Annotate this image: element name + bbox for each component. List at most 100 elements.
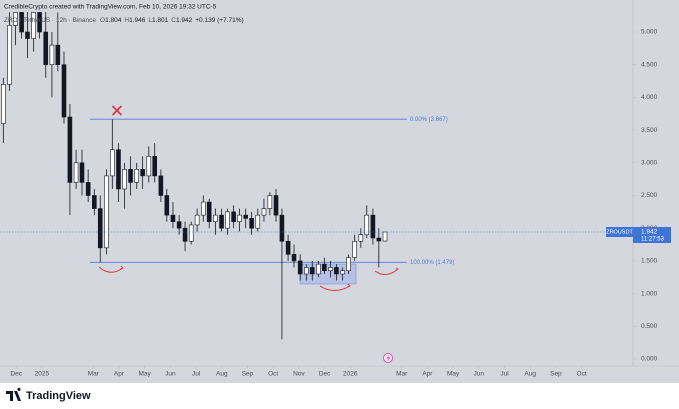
candle-body: [255, 214, 261, 229]
red-arrowhead: [395, 267, 399, 271]
header-title: CredibleCrypto created with TradingView.…: [4, 4, 217, 11]
candle-body: [92, 195, 97, 209]
candle-body: [164, 195, 170, 216]
ohlc-letter: H: [124, 17, 129, 24]
candle-body: [7, 25, 12, 85]
candle-body: [79, 162, 85, 183]
x-tick-label: Aug: [524, 371, 536, 378]
x-tick-label: Oct: [577, 371, 587, 378]
ohlc-value: 1.801: [152, 17, 169, 24]
candle-body: [37, 12, 42, 33]
candle-body: [382, 231, 388, 242]
candle-body: [352, 240, 357, 258]
candle-body: [231, 211, 236, 222]
candle-body: [322, 263, 327, 272]
candle-body: [328, 267, 333, 272]
candle-body: [116, 149, 121, 190]
y-tick-label: 4.500: [641, 61, 658, 68]
candle-body: [19, 12, 24, 33]
brand-logo: [6, 387, 21, 401]
candle-body: [188, 224, 194, 242]
countdown: 11:27:53: [641, 237, 665, 243]
x-tick-label: Sep: [242, 371, 254, 378]
candle-body: [140, 169, 145, 177]
y-tick-label: 0.000: [641, 356, 658, 363]
symbol-tag-box: [606, 226, 633, 237]
red-arc: [319, 285, 351, 291]
candle-body: [297, 260, 303, 275]
candle-body: [358, 234, 364, 242]
candle-body: [176, 221, 182, 229]
chart-background: [0, 0, 679, 383]
ohlc-value: 1.804: [105, 17, 122, 24]
candle-body: [340, 270, 345, 275]
x-tick-label: Oct: [268, 371, 278, 378]
candle-body: [206, 201, 212, 222]
red-arrowhead: [120, 265, 124, 270]
candle-body: [55, 44, 61, 66]
price-tag-box: [633, 226, 671, 243]
y-tick-label: 2.500: [641, 192, 658, 199]
y-tick-label: 1.000: [641, 290, 658, 297]
candle-body: [304, 267, 309, 275]
symbol-tag: ZROUSDT: [606, 229, 633, 235]
candle-body: [67, 116, 73, 183]
brand-name: TradingView: [26, 390, 91, 402]
candle-body: [134, 169, 140, 183]
candle-body: [237, 214, 242, 222]
price-tag: 1.942: [641, 229, 658, 236]
candle-body: [346, 257, 351, 272]
x-tick-label: Apr: [422, 371, 433, 378]
x-tick-label: Mar: [88, 371, 100, 378]
symbol-legend: ZRO / TetherUS · 12h · Binance O1.804 H1.9…: [4, 17, 244, 24]
candle-body: [104, 175, 109, 249]
candle-body: [334, 267, 339, 275]
candle-body: [225, 211, 230, 229]
ohlc-value: 1.946: [129, 17, 146, 24]
candle-body: [261, 208, 267, 216]
candle-body: [43, 31, 49, 66]
ohlc-letter: L: [148, 17, 152, 24]
candle-body: [213, 214, 218, 222]
candle-body: [13, 12, 18, 26]
candle-body: [243, 214, 248, 219]
candle-body: [31, 12, 36, 39]
candle-body: [285, 240, 291, 255]
candle-body: [158, 175, 164, 196]
candle-body: [1, 84, 6, 124]
x-tick-label: Jun: [165, 371, 176, 378]
candle-body: [97, 208, 103, 249]
event-icon-bolt: [386, 355, 391, 362]
x-tick-label: May: [447, 371, 460, 378]
x-tick-label: Sep: [550, 371, 562, 378]
x-tick-label: Jun: [474, 371, 485, 378]
y-tick-label: 1.500: [641, 258, 658, 265]
candle-body: [182, 227, 188, 242]
x-tick-label: May: [139, 371, 152, 378]
x-tick-label: Dec: [319, 371, 331, 378]
x-tick-label: Jul: [500, 371, 509, 378]
x-tick-label: Nov: [293, 371, 305, 378]
annotations: [98, 105, 399, 363]
candle-body: [376, 237, 382, 242]
y-tick-label: 5.000: [641, 29, 658, 36]
candle-body: [279, 214, 285, 242]
x-tick-label: Aug: [216, 371, 228, 378]
candle-body: [73, 162, 79, 183]
y-tick-label: 4.000: [641, 94, 658, 101]
candle-body: [316, 263, 321, 275]
y-tick-label: 3.000: [641, 160, 658, 167]
x-tick-label: Apr: [114, 371, 125, 378]
ohlc-letter: C: [171, 17, 176, 24]
candle-body: [122, 169, 127, 190]
candle-body: [110, 149, 115, 177]
red-arc: [98, 266, 124, 273]
candle-body: [291, 254, 297, 262]
y-tick-label: 3.500: [641, 127, 658, 134]
candle-body: [128, 169, 133, 183]
candle-body: [194, 214, 200, 226]
candle-body: [85, 182, 91, 196]
level-label: 0.00% (3.667): [410, 117, 448, 123]
